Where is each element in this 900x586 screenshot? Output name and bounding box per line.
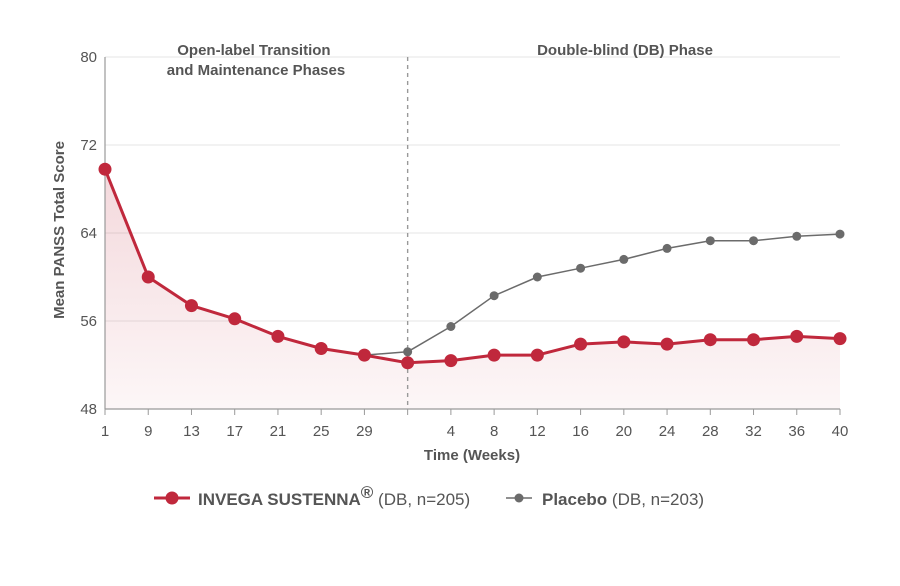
legend: INVEGA SUSTENNA® (DB, n=205) Placebo (DB…	[154, 483, 704, 509]
data-point-placebo	[489, 291, 499, 301]
data-point-invega	[790, 329, 804, 343]
data-point-invega	[98, 162, 112, 176]
x-tick-label: 29	[356, 423, 373, 440]
data-point-invega	[401, 356, 415, 370]
data-point-placebo	[792, 231, 802, 241]
series-layer	[98, 162, 847, 370]
data-point-invega	[141, 270, 155, 284]
data-point-placebo	[705, 236, 715, 246]
area-layer	[105, 169, 840, 409]
x-tick-label: 4	[447, 423, 455, 440]
x-tick-label: 8	[490, 423, 498, 440]
data-point-placebo	[532, 272, 542, 282]
x-tick-label: 20	[615, 423, 632, 440]
data-point-invega	[747, 333, 761, 347]
x-tick-label: 17	[226, 423, 243, 440]
data-point-invega	[660, 337, 674, 351]
legend-swatch-marker-invega	[165, 491, 179, 505]
x-tick-label: 13	[183, 423, 200, 440]
data-point-invega	[271, 329, 285, 343]
data-point-invega	[228, 312, 242, 326]
x-tick-label: 21	[270, 423, 287, 440]
legend-detail-placebo: (DB, n=203)	[607, 490, 704, 509]
legend-name-invega: INVEGA SUSTENNA	[198, 490, 361, 509]
x-tick-label: 24	[659, 423, 676, 440]
data-point-invega	[703, 333, 717, 347]
data-point-placebo	[619, 254, 629, 264]
data-point-invega	[487, 348, 501, 362]
legend-label-invega: INVEGA SUSTENNA® (DB, n=205)	[198, 483, 470, 509]
series-line-placebo	[364, 233, 841, 356]
phase-label-openlabel-line2: and Maintenance Phases	[167, 62, 345, 79]
y-axis-title: Mean PANSS Total Score	[51, 141, 68, 319]
y-tick-label: 56	[80, 313, 97, 330]
series-placebo	[359, 229, 845, 360]
data-point-placebo	[403, 347, 413, 357]
x-tick-label: 25	[313, 423, 330, 440]
x-tick-label: 28	[702, 423, 719, 440]
phase-label-openlabel: Open-label Transition and Maintenance Ph…	[167, 42, 345, 79]
x-tick-label: 9	[144, 423, 152, 440]
data-point-invega	[617, 335, 631, 349]
data-point-invega	[530, 348, 544, 362]
area-invega	[105, 169, 840, 409]
grid-lines	[105, 56, 840, 322]
series-invega	[98, 162, 847, 370]
x-tick-label: 40	[832, 423, 849, 440]
data-point-placebo	[835, 229, 845, 239]
data-point-invega	[574, 337, 588, 351]
data-point-placebo	[576, 263, 586, 273]
legend-item-placebo: Placebo (DB, n=203)	[506, 490, 704, 509]
legend-detail-invega: (DB, n=205)	[373, 490, 470, 509]
x-axis-title: Time (Weeks)	[424, 447, 520, 464]
series-line-invega	[103, 168, 841, 365]
data-point-placebo	[662, 243, 672, 253]
x-tick-label: 16	[572, 423, 589, 440]
legend-label-placebo: Placebo (DB, n=203)	[542, 490, 704, 509]
y-tick-label: 72	[80, 137, 97, 154]
data-point-placebo	[749, 236, 759, 246]
legend-sup-invega: ®	[361, 483, 374, 502]
x-tick-label: 32	[745, 423, 762, 440]
data-point-placebo	[446, 322, 456, 331]
phase-labels: Open-label Transition and Maintenance Ph…	[167, 42, 713, 79]
legend-swatch-marker-placebo	[514, 493, 524, 503]
x-tick-label: 12	[529, 423, 546, 440]
x-tick-labels: 1 9 13 17 21 25 29 4 8 12 16 20 24 28 32 36 40	[101, 423, 849, 440]
y-tick-label: 48	[80, 401, 97, 418]
x-tick-label: 36	[788, 423, 805, 440]
y-tick-labels: 80 72 64 56 48	[80, 49, 97, 418]
y-tick-label: 64	[80, 225, 97, 242]
data-point-invega	[184, 299, 198, 313]
data-point-invega	[444, 354, 458, 368]
data-point-invega	[314, 342, 328, 355]
data-point-invega	[357, 348, 371, 362]
data-point-invega	[833, 332, 847, 346]
phase-label-openlabel-line1: Open-label Transition	[177, 42, 330, 59]
axes	[104, 57, 841, 415]
phase-label-doubleblind: Double-blind (DB) Phase	[537, 42, 713, 59]
x-tick-label: 1	[101, 423, 109, 440]
y-tick-label: 80	[80, 49, 97, 66]
legend-name-placebo: Placebo	[542, 490, 607, 509]
phase-label-doubleblind-line1: Double-blind (DB) Phase	[537, 42, 713, 59]
legend-item-invega: INVEGA SUSTENNA® (DB, n=205)	[154, 483, 470, 509]
